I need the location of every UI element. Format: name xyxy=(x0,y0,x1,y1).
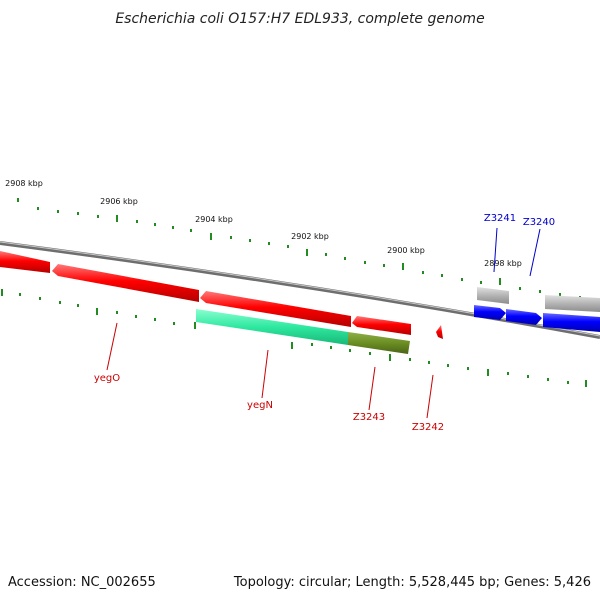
gene-arrow-blue[interactable] xyxy=(543,313,600,332)
tick-label: 2902 kbp xyxy=(291,232,329,241)
gene-arrow-z3243[interactable] xyxy=(352,316,411,335)
gene-arrow[interactable] xyxy=(52,264,199,302)
gene-arrow-olive[interactable] xyxy=(348,332,410,354)
genome-backbone xyxy=(0,241,600,339)
gene-arrow-z3242[interactable] xyxy=(436,325,443,339)
grey-features xyxy=(477,287,600,312)
gene-label-yego[interactable]: yegO xyxy=(94,373,120,384)
feature-block-z3241[interactable] xyxy=(477,287,509,304)
gene-arrow-blue[interactable] xyxy=(506,309,542,325)
leader-line-z3241 xyxy=(493,227,498,273)
gene-label-z3241[interactable]: Z3241 xyxy=(484,213,516,224)
leader-line-z3243 xyxy=(368,366,376,411)
gene-label-yegn[interactable]: yegN xyxy=(247,400,273,411)
tick-label: 2904 kbp xyxy=(195,215,233,224)
gene-arrow-blue[interactable] xyxy=(474,305,506,320)
accession-text: Accession: NC_002655 xyxy=(8,575,156,590)
gene-label-z3240[interactable]: Z3240 xyxy=(523,217,555,228)
forward-strand-genes xyxy=(474,305,600,332)
gene-arrow[interactable] xyxy=(0,251,50,273)
gene-arrow[interactable] xyxy=(200,291,351,327)
leader-line-z3242 xyxy=(426,374,434,419)
lower-track-genes xyxy=(196,309,410,354)
leader-line-yego xyxy=(106,322,118,371)
map-title: Escherichia coli O157:H7 EDL933, complet… xyxy=(115,11,484,27)
leader-line-z3240 xyxy=(529,228,541,277)
tick-label: 2900 kbp xyxy=(387,246,425,255)
genome-summary-text: Topology: circular; Length: 5,528,445 bp… xyxy=(233,575,591,590)
gene-label-z3243[interactable]: Z3243 xyxy=(353,412,385,423)
label-leaders xyxy=(106,227,541,419)
tick-label: 2906 kbp xyxy=(100,197,138,206)
upper-ruler xyxy=(17,198,581,299)
lower-ruler xyxy=(1,289,587,387)
reverse-strand-genes xyxy=(0,251,443,339)
tick-label: 2908 kbp xyxy=(5,179,43,188)
gene-arrow-yegn[interactable] xyxy=(196,309,348,345)
leader-line-yegn xyxy=(261,349,269,399)
tick-label: 2898 kbp xyxy=(484,259,522,268)
feature-block-z3240[interactable] xyxy=(545,295,600,312)
gene-label-z3242[interactable]: Z3242 xyxy=(412,422,444,433)
